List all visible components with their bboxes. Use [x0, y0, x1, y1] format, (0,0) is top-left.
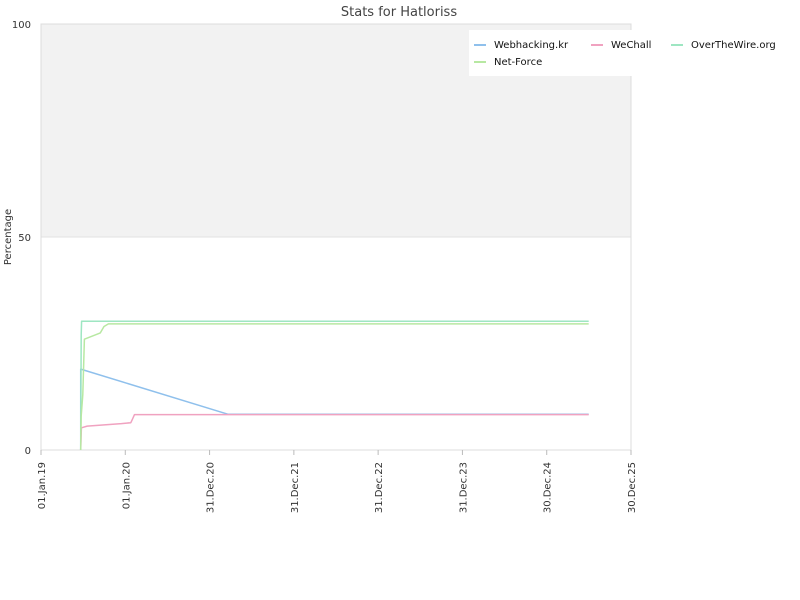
plot-area: 0 50 100 01.Jan.19 01.Jan.20 31.Dec.20 31.Dec.…: [12, 20, 638, 513]
legend-box: [469, 30, 800, 76]
x-tick-label: 30.Dec.25: [627, 462, 638, 513]
y-tick-label: 100: [12, 20, 31, 31]
chart-title: Stats for Hatloriss: [341, 5, 457, 20]
series-line-net-force: [79, 323, 589, 451]
legend: Webhacking.kr WeChall OverTheWire.org Net-F…: [469, 30, 800, 76]
x-tick-label: 31.Dec.21: [290, 462, 301, 513]
y-axis-label: Percentage: [3, 209, 14, 265]
x-tick-label: 30.Dec.24: [543, 462, 554, 513]
series-line-webhacking-kr: [79, 368, 589, 450]
legend-label: OverTheWire.org: [691, 40, 776, 51]
legend-label: WeChall: [611, 40, 651, 51]
series-line-overthewire-org: [79, 320, 589, 451]
series-line-wechall: [79, 413, 589, 451]
y-tick-label: 0: [25, 446, 31, 457]
plot-frame: [40, 23, 632, 451]
x-tick-label: 31.Dec.23: [458, 462, 469, 513]
y-tick-label: 50: [18, 233, 31, 244]
x-tick-label: 01.Jan.20: [121, 462, 132, 509]
x-tick-label: 01.Jan.19: [37, 462, 48, 509]
legend-label: Net-Force: [494, 57, 542, 68]
legend-label: Webhacking.kr: [494, 40, 569, 51]
x-tick-label: 31.Dec.22: [374, 462, 385, 513]
x-tick-label: 31.Dec.20: [206, 462, 217, 513]
